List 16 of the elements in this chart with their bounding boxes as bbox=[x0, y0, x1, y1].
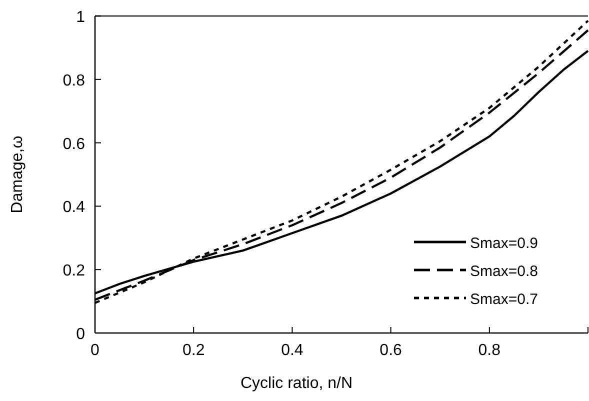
y-tick-label: 0.2 bbox=[62, 262, 86, 280]
y-tick-label: 0 bbox=[76, 326, 86, 343]
y-axis-title: Damage,ω bbox=[9, 136, 26, 214]
x-tick-label: 0.4 bbox=[281, 342, 304, 359]
y-tick-label: 0.8 bbox=[62, 72, 86, 90]
x-tick-label: 0.8 bbox=[478, 342, 501, 359]
x-tick-label: 0.2 bbox=[182, 342, 205, 359]
y-tick-label: 1 bbox=[76, 9, 86, 26]
legend-label: Smax=0.8 bbox=[470, 263, 538, 280]
legend-label: Smax=0.9 bbox=[470, 235, 538, 252]
x-axis-title: Cyclic ratio, n/N bbox=[240, 375, 353, 392]
x-tick-label: 0 bbox=[90, 342, 100, 359]
legend-label: Smax=0.7 bbox=[470, 291, 538, 308]
y-tick-label: 0.4 bbox=[62, 199, 86, 216]
y-tick-label: 0.6 bbox=[62, 136, 86, 153]
x-tick-label: 0.6 bbox=[380, 342, 402, 359]
